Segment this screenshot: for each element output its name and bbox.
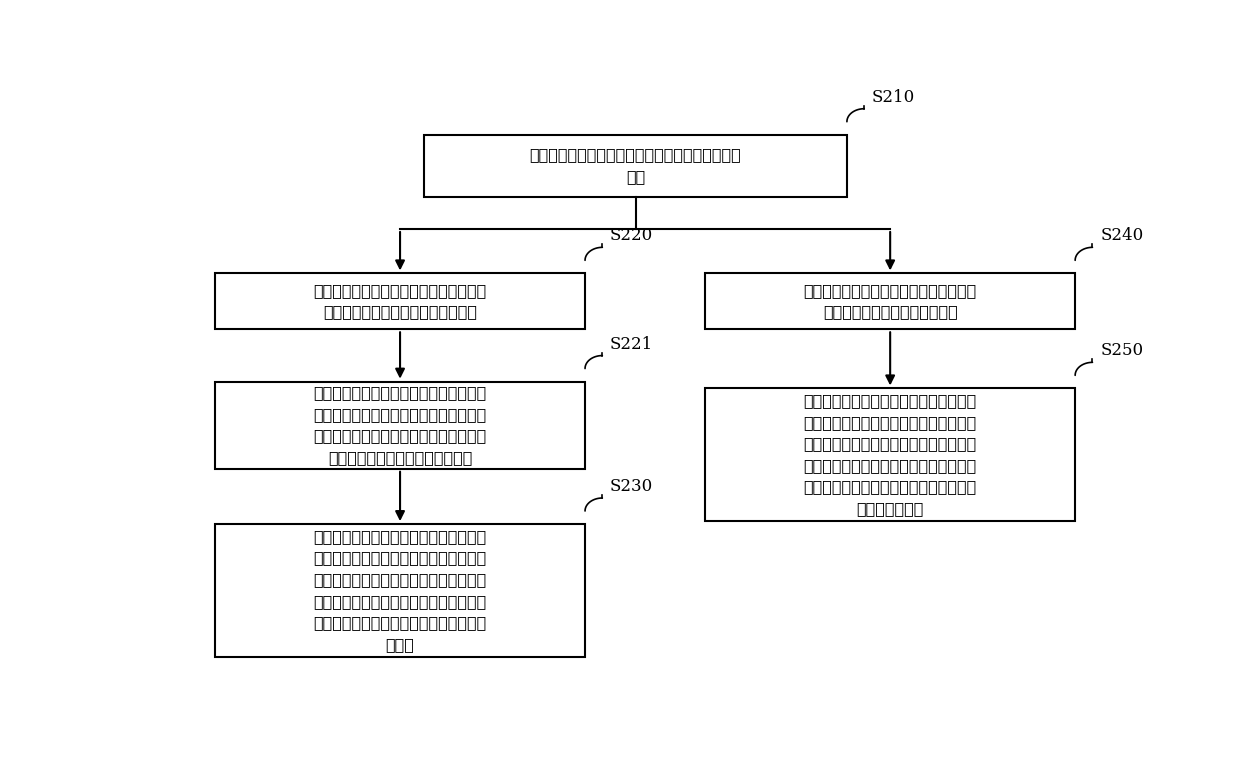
Text: S221: S221: [610, 336, 653, 352]
Text: 通过所述叶片视频获取所述风力发电机的
各叶片在水平状态下的叶片形态: 通过所述叶片视频获取所述风力发电机的 各叶片在水平状态下的叶片形态: [804, 283, 977, 319]
Text: S250: S250: [1100, 342, 1143, 359]
FancyBboxPatch shape: [706, 388, 1075, 521]
Text: 比较各个叶片在水平状态下的叶片形态，
判断是否存在形态差异，若存在形态差异
或差异大于设定阈值，则判断所述风力发
电机的叶片存在故障，若不存在形态差异
或差异小: 比较各个叶片在水平状态下的叶片形态， 判断是否存在形态差异，若存在形态差异 或差…: [804, 393, 977, 516]
FancyBboxPatch shape: [424, 135, 847, 197]
Text: S220: S220: [610, 228, 653, 244]
Text: 通过所述叶片视频获取所述风力发电机的
各叶片在旋转平面内的挥舞振动波形: 通过所述叶片视频获取所述风力发电机的 各叶片在旋转平面内的挥舞振动波形: [314, 283, 486, 319]
Text: 从正面以预设频率采集风力发电机在运行中的叶片
视频: 从正面以预设频率采集风力发电机在运行中的叶片 视频: [529, 147, 742, 184]
Text: 比较各个叶片的挥舞振动波形，判断是否
存在振动差异，若存在振动差异或差异大
于设定阈值，则判断所述风力发电机的叶
片存在故障，若不存在振动差异或差异小
于设定阈: 比较各个叶片的挥舞振动波形，判断是否 存在振动差异，若存在振动差异或差异大 于设…: [314, 529, 486, 652]
Text: S210: S210: [872, 89, 915, 106]
FancyBboxPatch shape: [215, 273, 585, 329]
Text: S240: S240: [1100, 228, 1143, 244]
Text: S230: S230: [610, 478, 653, 495]
FancyBboxPatch shape: [215, 381, 585, 469]
Text: 通过所述叶片视频获取所述风力发电机的
叶片转速；以及，利用所述叶片转速修正
所述叶片的挥舞振动波形，以滤除叶片转
动对叶片挥舞振动波形产生的干扰: 通过所述叶片视频获取所述风力发电机的 叶片转速；以及，利用所述叶片转速修正 所述…: [314, 385, 486, 465]
FancyBboxPatch shape: [215, 524, 585, 656]
FancyBboxPatch shape: [706, 273, 1075, 329]
